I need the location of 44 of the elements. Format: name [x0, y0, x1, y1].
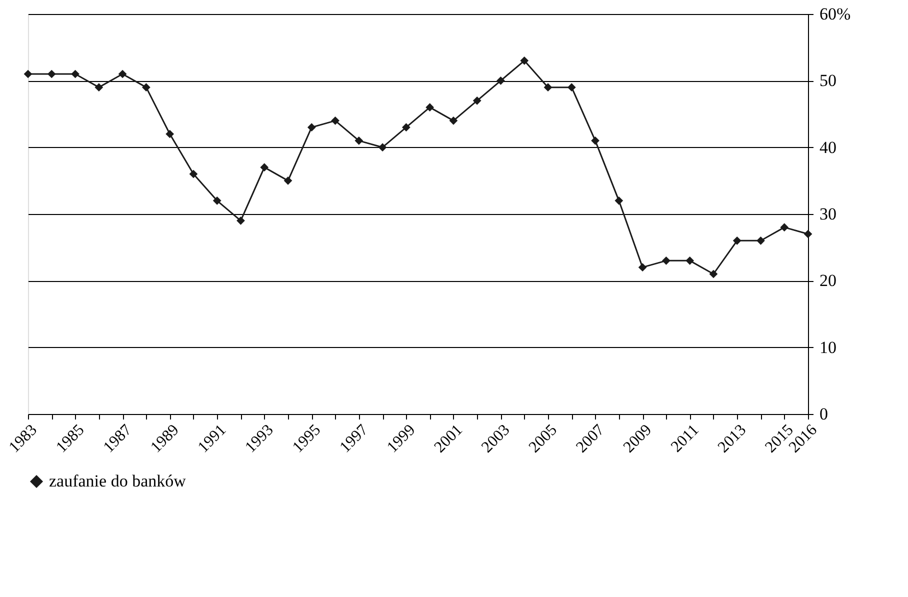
- point: [236, 216, 245, 225]
- y-tick-label: 30: [820, 204, 836, 224]
- point: [472, 96, 482, 105]
- point: [591, 136, 600, 145]
- point: [756, 236, 765, 245]
- point: [449, 116, 458, 125]
- point: [804, 230, 812, 238]
- y-tick-label: 0: [820, 404, 828, 424]
- point: [496, 76, 505, 85]
- y-tick-label: 60%: [820, 4, 851, 24]
- point: [544, 83, 552, 92]
- point: [118, 70, 127, 78]
- point: [614, 196, 624, 205]
- point: [189, 170, 198, 178]
- point: [260, 163, 269, 172]
- point: [354, 136, 364, 145]
- point: [520, 56, 529, 65]
- point: [426, 103, 434, 112]
- point: [307, 123, 316, 132]
- point: [142, 83, 150, 92]
- point: [71, 70, 80, 78]
- point: [662, 256, 670, 265]
- point: [47, 70, 56, 78]
- point: [284, 176, 292, 185]
- point: [24, 70, 32, 78]
- point: [331, 116, 340, 125]
- point: [94, 83, 104, 92]
- point: [709, 270, 718, 278]
- point: [638, 263, 647, 272]
- point: [732, 236, 742, 245]
- y-tick-label: 50: [820, 71, 836, 90]
- y-tick-label: 20: [820, 271, 836, 290]
- point: [567, 83, 576, 92]
- legend-label: zaufanie do banków: [49, 472, 187, 490]
- y-tick-label: 10: [820, 338, 836, 357]
- x-tick-label: 2011: [668, 422, 702, 456]
- point: [686, 256, 694, 265]
- point: [166, 130, 174, 138]
- point: [212, 196, 222, 205]
- point: [402, 123, 410, 132]
- x-tick-label: 1991: [194, 422, 230, 456]
- point: [378, 143, 387, 152]
- point: [780, 223, 789, 232]
- y-tick-label: 40: [820, 138, 836, 157]
